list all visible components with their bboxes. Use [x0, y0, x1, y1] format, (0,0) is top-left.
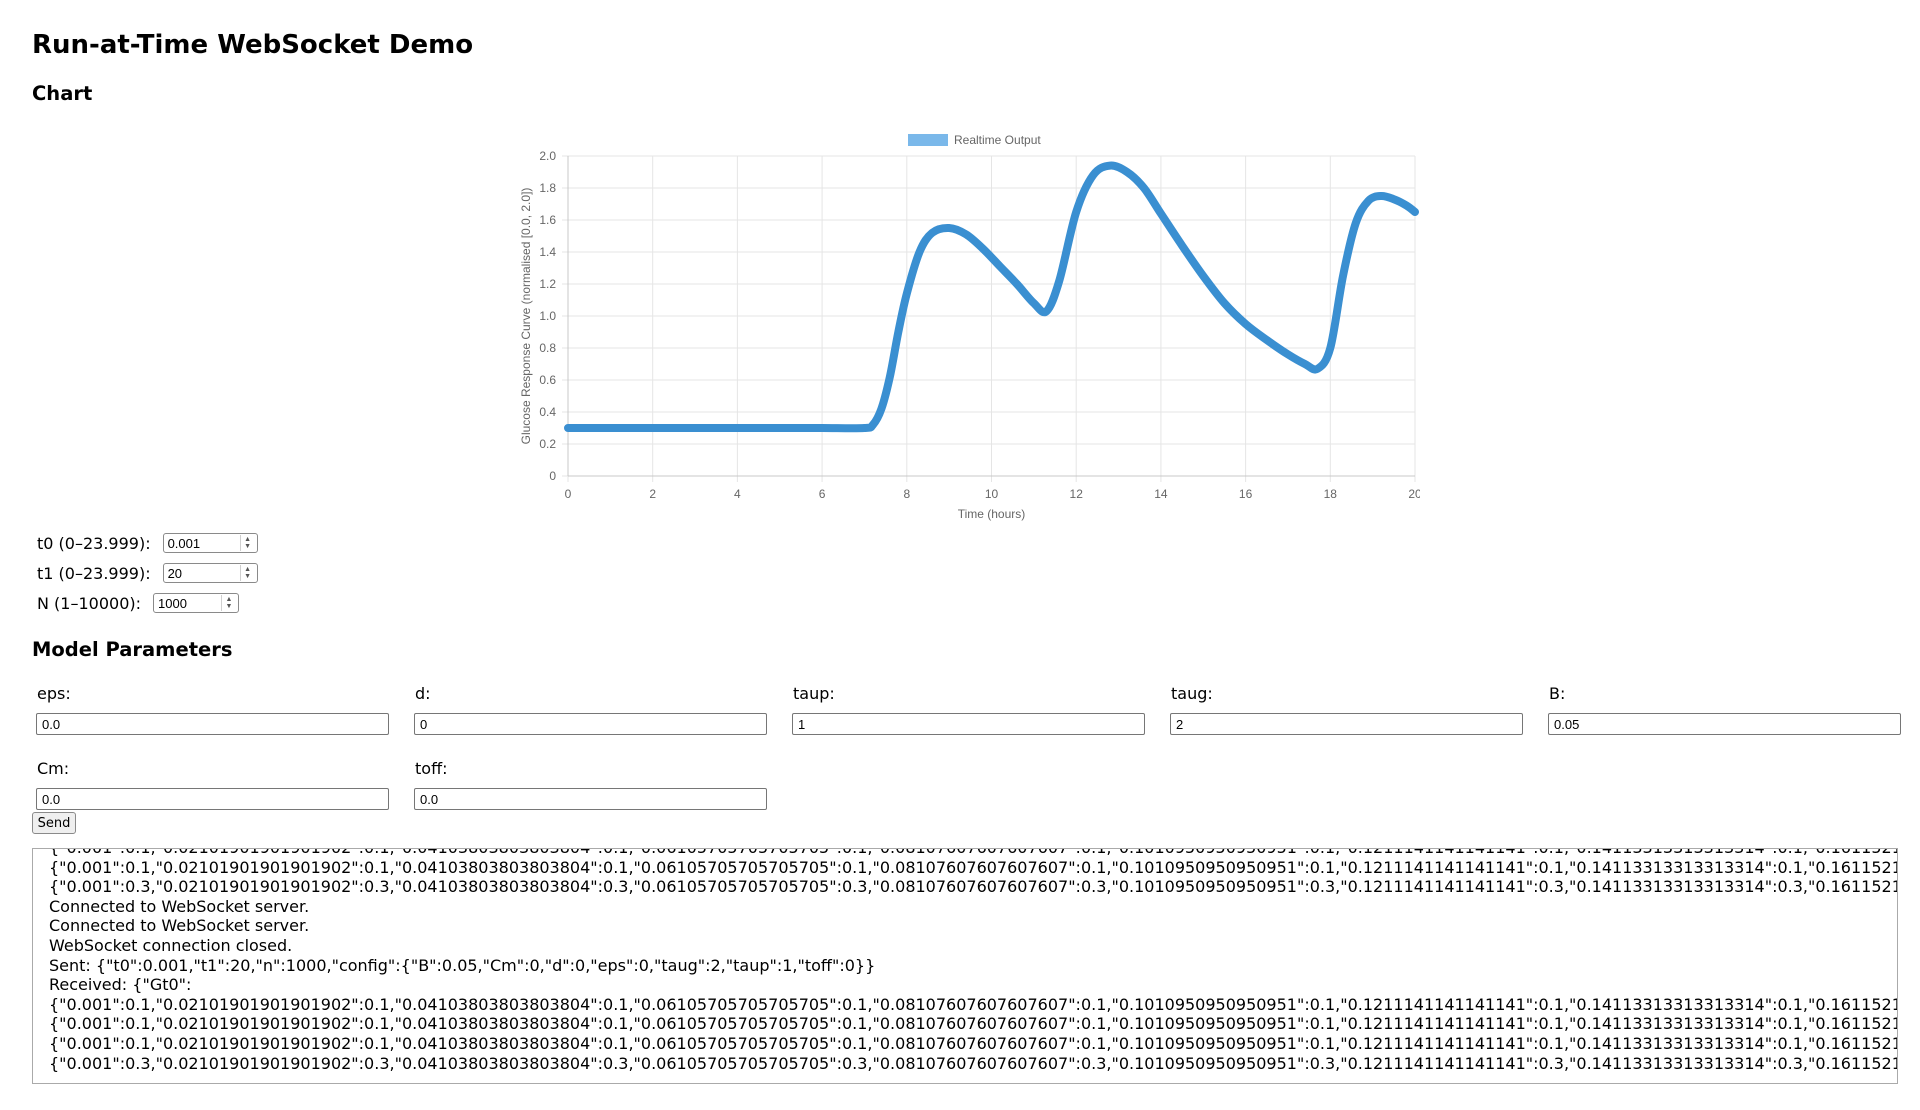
eps-label: eps:	[37, 684, 71, 703]
n-row: N (1–10000): 1000 ▲ ▼	[37, 592, 239, 614]
log-content: {"0.001":0.1,"0.02101901901901902":0.1,"…	[49, 848, 1898, 1073]
legend-swatch	[908, 134, 948, 146]
n-input[interactable]: 1000 ▲ ▼	[153, 593, 239, 613]
y-tick-label: 1.0	[539, 309, 556, 323]
log-line: {"0.001":0.1,"0.02101901901901902":0.1,"…	[49, 995, 1898, 1015]
taup-input[interactable]: 1	[792, 713, 1145, 735]
log-line: {"0.001":0.1,"0.02101901901901902":0.1,"…	[49, 858, 1898, 878]
cm-input[interactable]: 0.0	[36, 788, 389, 810]
send-button[interactable]: Send	[32, 812, 76, 834]
t1-input[interactable]: 20 ▲ ▼	[163, 563, 258, 583]
t0-row: t0 (0–23.999): 0.001 ▲ ▼	[37, 532, 258, 554]
toff-input[interactable]: 0.0	[414, 788, 767, 810]
x-tick-label: 6	[819, 487, 826, 501]
x-tick-label: 8	[903, 487, 910, 501]
n-label: N (1–10000):	[37, 594, 141, 613]
log-line: Connected to WebSocket server.	[49, 916, 1898, 936]
x-tick-label: 16	[1239, 487, 1253, 501]
y-tick-label: 0.4	[539, 405, 556, 419]
y-axis-label: Glucose Response Curve (normalised [0.0,…	[519, 188, 533, 445]
legend-label: Realtime Output	[954, 133, 1041, 147]
spinner-icon[interactable]: ▲ ▼	[240, 535, 255, 551]
taup-label: taup:	[793, 684, 835, 703]
log-line: {"0.001":0.1,"0.02101901901901902":0.1,"…	[49, 1014, 1898, 1034]
x-tick-label: 2	[649, 487, 656, 501]
y-tick-label: 1.6	[539, 213, 556, 227]
t0-value: 0.001	[164, 536, 240, 551]
y-tick-label: 1.8	[539, 181, 556, 195]
cm-label: Cm:	[37, 759, 69, 778]
spinner-icon[interactable]: ▲ ▼	[240, 565, 255, 581]
log-line: {"0.001":0.3,"0.02101901901901902":0.3,"…	[49, 877, 1898, 897]
taug-input[interactable]: 2	[1170, 713, 1523, 735]
log-line: {"0.001":0.1,"0.02101901901901902":0.1,"…	[49, 1034, 1898, 1054]
y-tick-label: 1.4	[539, 245, 556, 259]
y-tick-label: 0.8	[539, 341, 556, 355]
x-tick-label: 4	[734, 487, 741, 501]
x-tick-label: 10	[985, 487, 999, 501]
t1-label: t1 (0–23.999):	[37, 564, 151, 583]
chart: 0 2 4 6 8 10 12 14 16 18 20 0 0.2 0.4 0.6 0.8 1.0 1.2 1.4 1…	[500, 126, 1420, 526]
taug-label: taug:	[1171, 684, 1213, 703]
message-log[interactable]: {"0.001":0.1,"0.02101901901901902":0.1,"…	[32, 848, 1898, 1084]
x-tick-label: 12	[1070, 487, 1084, 501]
spinner-icon[interactable]: ▲ ▼	[221, 595, 236, 611]
x-tick-label: 18	[1324, 487, 1338, 501]
t1-row: t1 (0–23.999): 20 ▲ ▼	[37, 562, 258, 584]
y-tick-label: 0	[549, 469, 556, 483]
chart-svg: 0 2 4 6 8 10 12 14 16 18 20 0 0.2 0.4 0.6 0.8 1.0 1.2 1.4 1…	[500, 126, 1420, 526]
n-value: 1000	[154, 596, 221, 611]
x-tick-label: 20	[1408, 487, 1420, 501]
log-line: Sent: {"t0":0.001,"t1":20,"n":1000,"conf…	[49, 956, 1898, 976]
b-label: B:	[1549, 684, 1565, 703]
log-line: Received: {"Gt0":	[49, 975, 1898, 995]
y-tick-label: 0.2	[539, 437, 556, 451]
y-tick-label: 0.6	[539, 373, 556, 387]
t0-input[interactable]: 0.001 ▲ ▼	[163, 533, 258, 553]
y-tick-label: 1.2	[539, 277, 556, 291]
log-line: {"0.001":0.3,"0.02101901901901902":0.3,"…	[49, 1054, 1898, 1074]
d-label: d:	[415, 684, 431, 703]
x-tick-label: 0	[565, 487, 572, 501]
toff-label: toff:	[415, 759, 447, 778]
b-input[interactable]: 0.05	[1548, 713, 1901, 735]
log-line: WebSocket connection closed.	[49, 936, 1898, 956]
chart-heading: Chart	[32, 82, 92, 105]
t1-value: 20	[164, 566, 240, 581]
log-line: Connected to WebSocket server.	[49, 897, 1898, 917]
log-line: {"0.001":0.1,"0.02101901901901902":0.1,"…	[49, 848, 1898, 858]
y-tick-label: 2.0	[539, 149, 556, 163]
x-tick-label: 14	[1154, 487, 1168, 501]
x-axis-label: Time (hours)	[958, 507, 1026, 521]
page-title: Run-at-Time WebSocket Demo	[32, 30, 473, 60]
t0-label: t0 (0–23.999):	[37, 534, 151, 553]
params-heading: Model Parameters	[32, 638, 232, 661]
eps-input[interactable]: 0.0	[36, 713, 389, 735]
d-input[interactable]: 0	[414, 713, 767, 735]
